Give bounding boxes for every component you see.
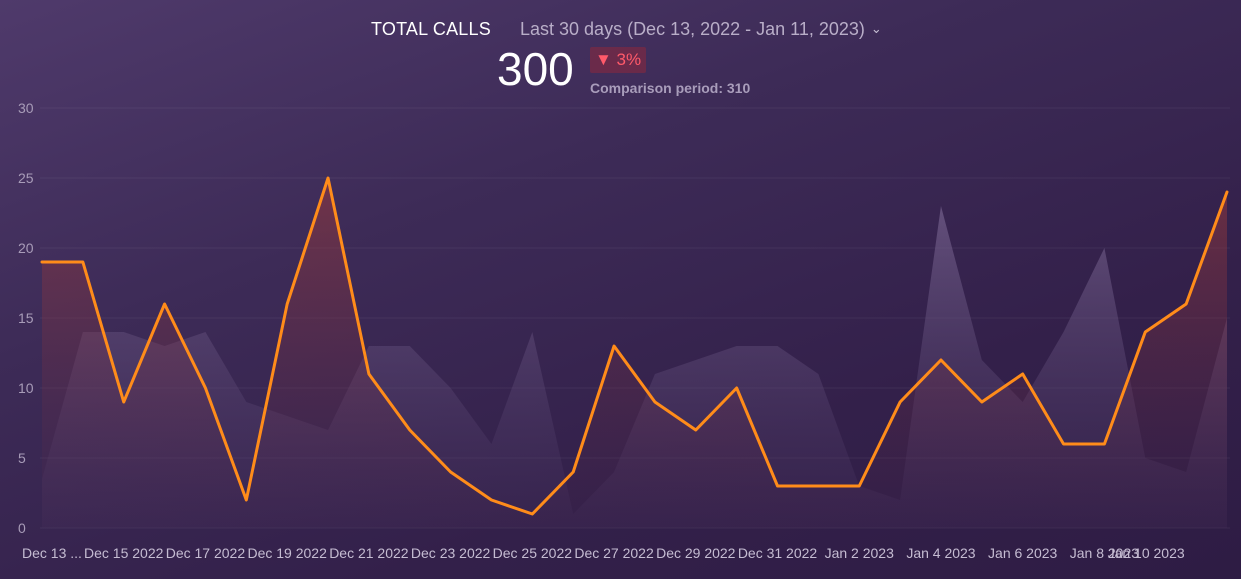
change-badge: ▼ 3%	[590, 47, 647, 73]
data-point-17[interactable]	[735, 386, 739, 390]
data-point-15[interactable]	[653, 400, 657, 404]
x-tick-label-5: Dec 23 2022	[411, 545, 491, 561]
data-point-22[interactable]	[939, 358, 943, 362]
y-tick-label-5: 25	[18, 170, 34, 186]
x-tick-label-14: Jan 10 2023	[1108, 545, 1185, 561]
chart-header: TOTAL CALLS Last 30 days (Dec 13, 2022 -…	[0, 0, 1241, 100]
y-tick-label-2: 10	[18, 380, 34, 396]
data-point-21[interactable]	[898, 400, 902, 404]
y-tick-label-6: 30	[18, 100, 34, 116]
data-point-6[interactable]	[285, 302, 289, 306]
data-point-2[interactable]	[122, 400, 126, 404]
x-tick-label-13: Jan 8 2023	[1070, 545, 1139, 561]
data-point-10[interactable]	[449, 470, 453, 474]
data-point-0[interactable]	[40, 260, 44, 264]
y-tick-label-0: 0	[18, 520, 26, 536]
x-tick-label-12: Jan 6 2023	[988, 545, 1057, 561]
current-series-fill	[42, 178, 1227, 528]
data-point-23[interactable]	[980, 400, 984, 404]
data-point-8[interactable]	[367, 372, 371, 376]
date-range-selector[interactable]: Last 30 days (Dec 13, 2022 - Jan 11, 202…	[520, 19, 882, 40]
data-point-3[interactable]	[163, 302, 167, 306]
data-point-9[interactable]	[408, 428, 412, 432]
x-tick-label-4: Dec 21 2022	[329, 545, 409, 561]
data-point-1[interactable]	[81, 260, 85, 264]
data-point-13[interactable]	[571, 470, 575, 474]
x-tick-label-1: Dec 15 2022	[84, 545, 164, 561]
current-series-line	[40, 176, 1229, 516]
data-point-26[interactable]	[1102, 442, 1106, 446]
data-point-20[interactable]	[857, 484, 861, 488]
x-tick-label-8: Dec 29 2022	[656, 545, 736, 561]
data-point-28[interactable]	[1184, 302, 1188, 306]
data-point-5[interactable]	[244, 498, 248, 502]
x-tick-label-10: Jan 2 2023	[825, 545, 894, 561]
data-point-25[interactable]	[1062, 442, 1066, 446]
y-tick-label-4: 20	[18, 240, 34, 256]
data-point-27[interactable]	[1143, 330, 1147, 334]
comparison-period-text: Comparison period: 310	[590, 80, 751, 96]
x-tick-label-9: Dec 31 2022	[738, 545, 818, 561]
x-tick-label-3: Dec 19 2022	[247, 545, 327, 561]
data-point-14[interactable]	[612, 344, 616, 348]
x-tick-label-0: Dec 13 ...	[22, 545, 82, 561]
chevron-down-icon: ⌄	[870, 21, 882, 36]
x-tick-label-7: Dec 27 2022	[574, 545, 654, 561]
data-point-29[interactable]	[1225, 190, 1229, 194]
data-point-24[interactable]	[1021, 372, 1025, 376]
data-point-12[interactable]	[530, 512, 534, 516]
data-point-16[interactable]	[694, 428, 698, 432]
data-point-4[interactable]	[203, 386, 207, 390]
data-point-19[interactable]	[816, 484, 820, 488]
data-point-11[interactable]	[489, 498, 493, 502]
data-point-7[interactable]	[326, 176, 330, 180]
x-tick-label-2: Dec 17 2022	[166, 545, 246, 561]
chart-title: TOTAL CALLS	[371, 19, 491, 39]
x-tick-label-6: Dec 25 2022	[493, 545, 573, 561]
y-tick-label-3: 15	[18, 310, 34, 326]
data-point-18[interactable]	[776, 484, 780, 488]
y-tick-label-1: 5	[18, 450, 26, 466]
date-range-label: Last 30 days (Dec 13, 2022 - Jan 11, 202…	[520, 19, 865, 39]
x-tick-label-11: Jan 4 2023	[906, 545, 975, 561]
total-calls-value: 300	[497, 43, 574, 95]
